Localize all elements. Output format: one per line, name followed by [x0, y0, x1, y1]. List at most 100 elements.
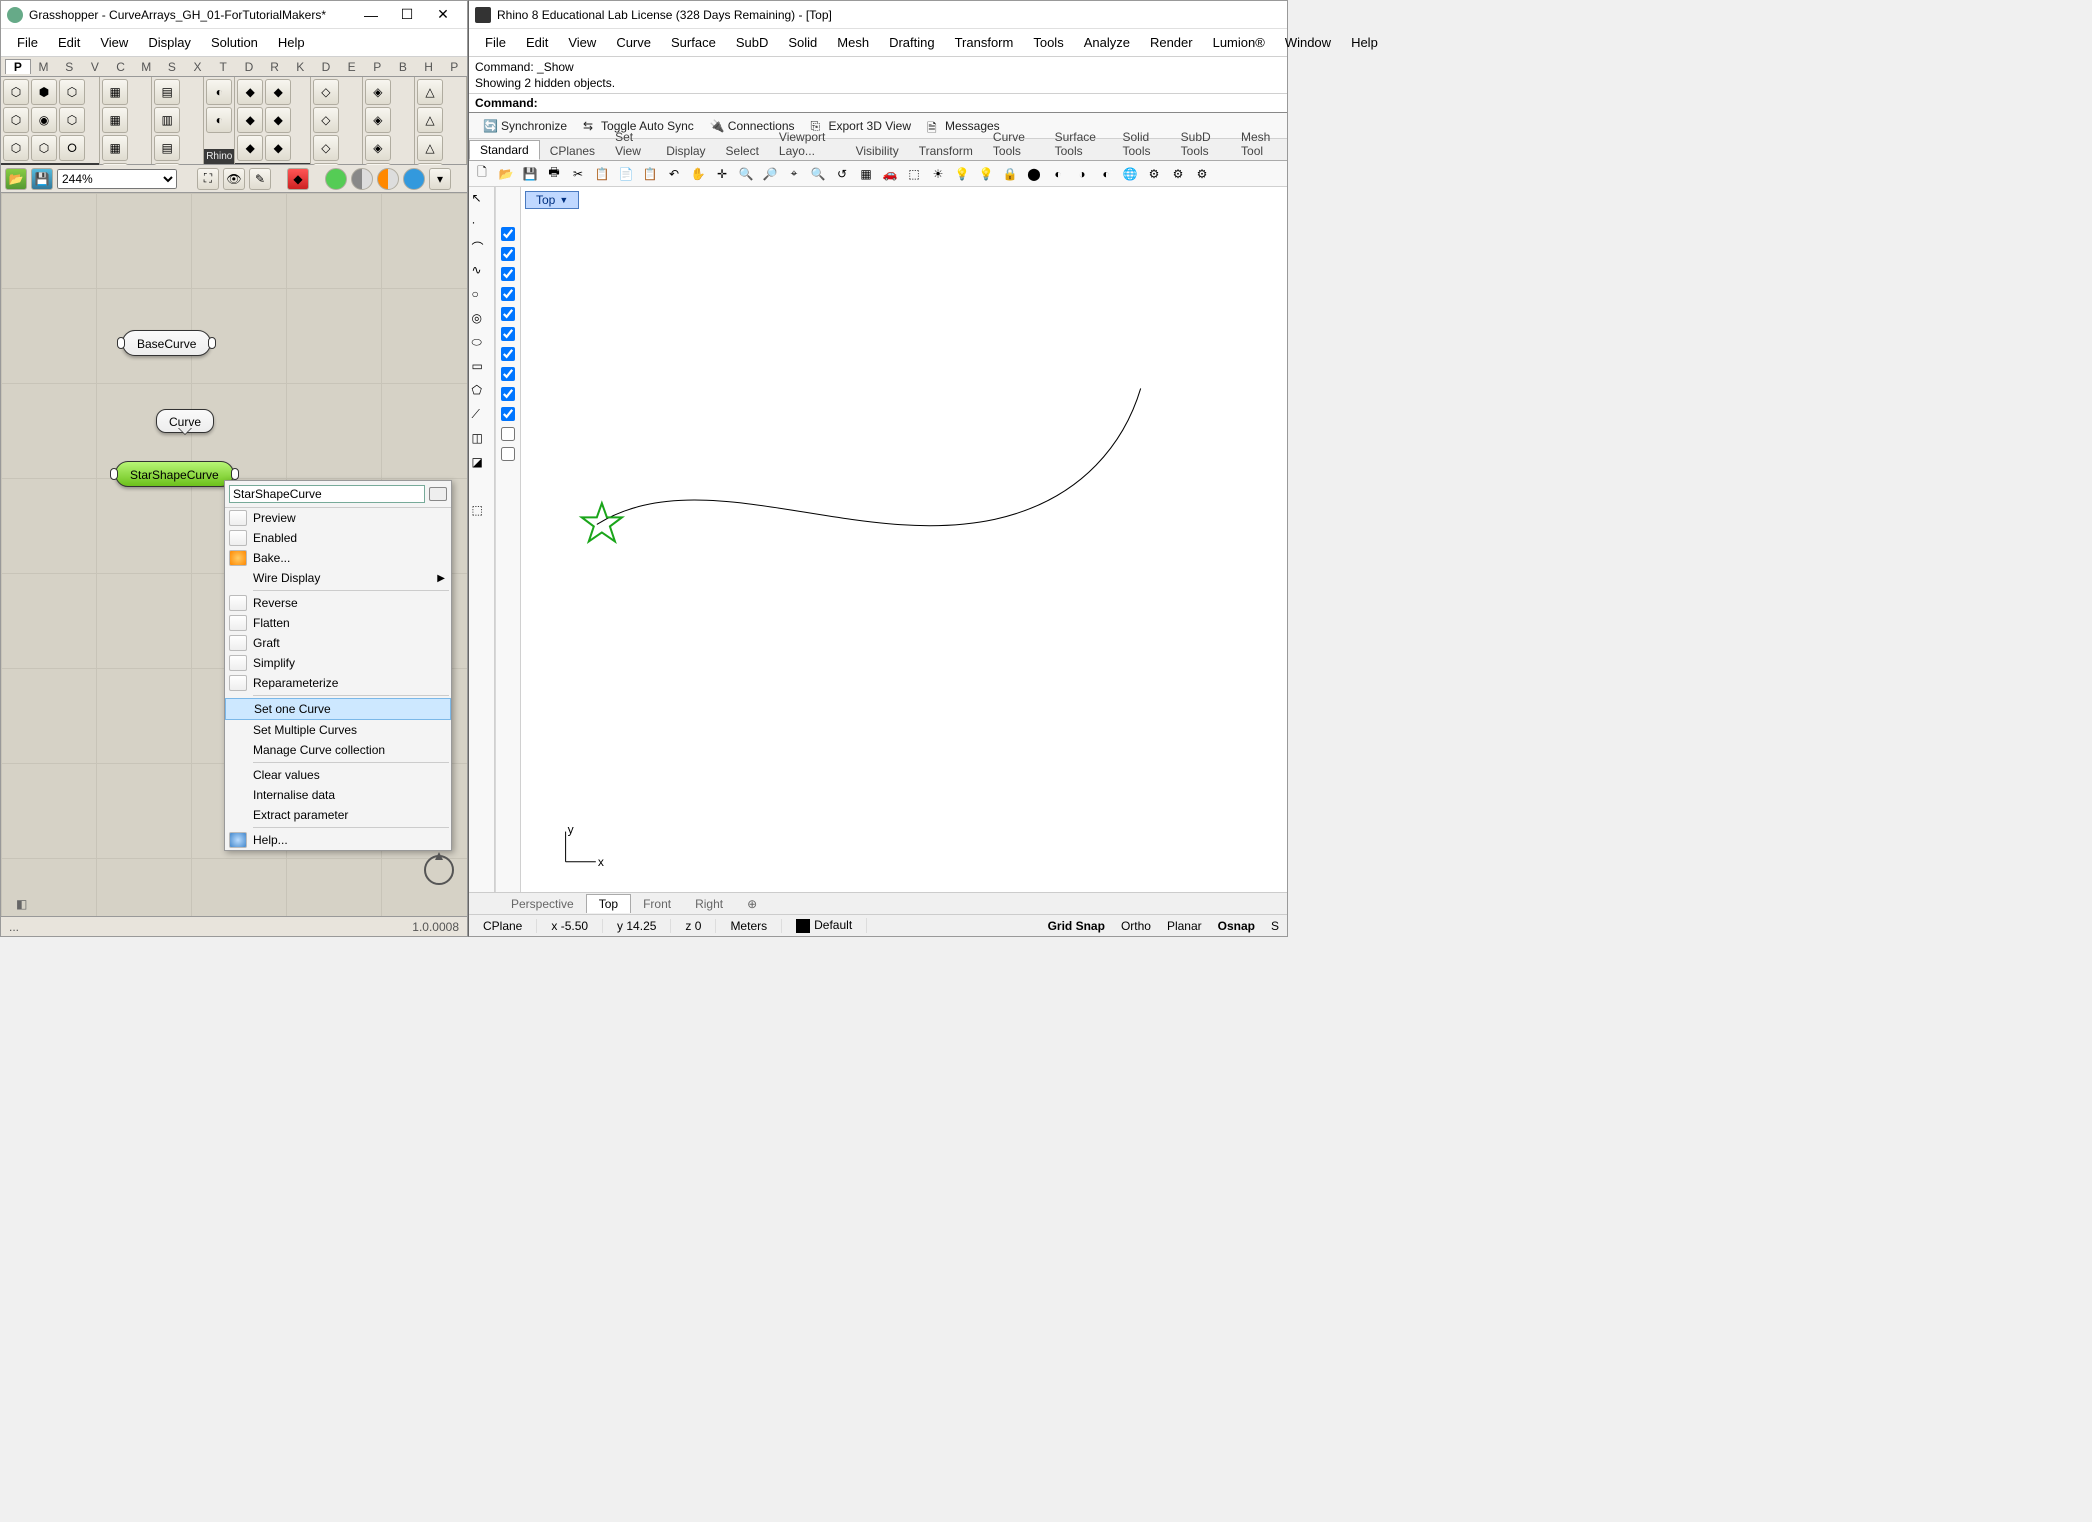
tool-tab[interactable]: Viewport Layo...	[769, 128, 846, 160]
menu-solid[interactable]: Solid	[778, 31, 827, 54]
context-name-input[interactable]	[229, 485, 425, 503]
menu-view[interactable]: View	[90, 31, 138, 54]
toolbar-tool[interactable]: 💾	[519, 163, 541, 185]
status-toggle-s[interactable]: S	[1263, 917, 1287, 935]
menu-help[interactable]: Help	[268, 31, 315, 54]
toolbar-tool[interactable]: ✋	[687, 163, 709, 185]
layer-checkbox[interactable]	[501, 407, 515, 421]
ribbon-tool[interactable]: ▦	[102, 107, 128, 133]
menu-help[interactable]: Help...	[225, 830, 451, 850]
menu-help[interactable]: Help	[1341, 31, 1388, 54]
zoom-extents-icon[interactable]: ⛶	[197, 168, 219, 190]
ribbon-tool[interactable]: ⬡	[3, 135, 29, 161]
menu-reparameterize[interactable]: Reparameterize	[225, 673, 451, 693]
gh-tab[interactable]: H	[416, 60, 442, 74]
menu-drafting[interactable]: Drafting	[879, 31, 945, 54]
ribbon-tool[interactable]: ▤	[154, 79, 180, 105]
status-units[interactable]: Meters	[716, 919, 782, 933]
layer-checkbox[interactable]	[501, 227, 515, 241]
menu-preview[interactable]: Preview	[225, 508, 451, 528]
maximize-button[interactable]: ☐	[389, 1, 425, 29]
gh-tab[interactable]: S	[56, 60, 82, 74]
layer-checkbox[interactable]	[501, 347, 515, 361]
ribbon-tool[interactable]: ⭘	[59, 135, 85, 161]
ribbon-tool[interactable]: ◈	[365, 107, 391, 133]
gh-tab[interactable]: D	[313, 60, 339, 74]
tool-tab[interactable]: Select	[716, 142, 769, 160]
toolbar-tool[interactable]: 📋	[639, 163, 661, 185]
tool-tab[interactable]: Transform	[909, 142, 983, 160]
menu-solution[interactable]: Solution	[201, 31, 268, 54]
ribbon-tool[interactable]: ⬡	[59, 79, 85, 105]
layer-checkbox[interactable]	[501, 327, 515, 341]
ribbon-tool[interactable]: △	[417, 79, 443, 105]
minimize-button[interactable]: —	[353, 1, 389, 29]
ribbon-tool[interactable]: ◇	[313, 135, 339, 161]
toolbar-tool[interactable]: ◑	[1071, 163, 1093, 185]
toolbar-tool[interactable]: ✂	[567, 163, 589, 185]
rhino-command-prompt[interactable]: Command:	[469, 94, 1287, 113]
menu-bake[interactable]: Bake...	[225, 548, 451, 568]
toolbar-tool[interactable]: 🖶	[543, 163, 565, 185]
ribbon-tool[interactable]: ⬡	[31, 135, 57, 161]
layer-checkbox[interactable]	[501, 247, 515, 261]
vtool[interactable]: ⬭	[472, 335, 492, 355]
vtool[interactable]	[472, 479, 492, 499]
toolbar-tool[interactable]: ⚙	[1191, 163, 1213, 185]
menu-set-multiple-curves[interactable]: Set Multiple Curves	[225, 720, 451, 740]
toolbar-tool[interactable]: ⚙	[1167, 163, 1189, 185]
open-file-icon[interactable]: 📂	[5, 168, 27, 190]
toolbar-tool[interactable]: ⬤	[1023, 163, 1045, 185]
menu-analyze[interactable]: Analyze	[1074, 31, 1140, 54]
sketch-icon[interactable]: ✎	[249, 168, 271, 190]
menu-mesh[interactable]: Mesh	[827, 31, 879, 54]
ribbon-tool[interactable]: ◆	[237, 107, 263, 133]
menu-surface[interactable]: Surface	[661, 31, 726, 54]
layer-checkbox[interactable]	[501, 447, 515, 461]
vtool[interactable]: ⬠	[472, 383, 492, 403]
toolbar-tool[interactable]: ◐	[1047, 163, 1069, 185]
menu-set-one-curve[interactable]: Set one Curve	[225, 698, 451, 720]
toolbar-tool[interactable]: ⚙	[1143, 163, 1165, 185]
tool-tab[interactable]: Curve Tools	[983, 128, 1045, 160]
toolbar-tool[interactable]: 🔎	[759, 163, 781, 185]
vtool[interactable]: ▭	[472, 359, 492, 379]
ribbon-tool[interactable]: ◇	[313, 79, 339, 105]
toolbar-tool[interactable]: 📂	[495, 163, 517, 185]
status-toggle-grid-snap[interactable]: Grid Snap	[1040, 917, 1113, 935]
ribbon-tool[interactable]: ⬢	[31, 79, 57, 105]
toolbar-tool[interactable]: 🔍	[807, 163, 829, 185]
ribbon-tool[interactable]: ⬡	[3, 107, 29, 133]
shade-green-icon[interactable]	[325, 168, 347, 190]
gh-tab[interactable]: P	[364, 60, 390, 74]
ribbon-tool[interactable]: ◐	[206, 107, 232, 133]
layer-checkbox[interactable]	[501, 267, 515, 281]
toolbar-tool[interactable]: ⌖	[783, 163, 805, 185]
gh-tab[interactable]: B	[390, 60, 416, 74]
toolbar-tool[interactable]: 🗋	[471, 163, 493, 185]
gh-tab[interactable]: P	[441, 60, 467, 74]
ribbon-tool[interactable]: ◆	[265, 107, 291, 133]
menu-display[interactable]: Display	[138, 31, 201, 54]
ribbon-tool[interactable]: ◆	[237, 79, 263, 105]
toolbar-tool[interactable]: ✛	[711, 163, 733, 185]
vtool[interactable]: ↖	[472, 191, 492, 211]
toolbar-tool[interactable]: 🔒	[999, 163, 1021, 185]
ribbon-tool[interactable]: ◉	[31, 107, 57, 133]
preview-off-icon[interactable]: ◆	[287, 168, 309, 190]
menu-view[interactable]: View	[558, 31, 606, 54]
gh-canvas[interactable]: BaseCurve Curve StarShapeCurve Preview E…	[1, 193, 467, 916]
menu-graft[interactable]: Graft	[225, 633, 451, 653]
menu-tools[interactable]: Tools	[1023, 31, 1073, 54]
viewport-tab-top[interactable]: Top	[586, 894, 631, 913]
status-toggle-planar[interactable]: Planar	[1159, 917, 1210, 935]
grip-right[interactable]	[208, 337, 216, 349]
status-cplane[interactable]: CPlane	[469, 919, 537, 933]
menu-file[interactable]: File	[7, 31, 48, 54]
ribbon-tool[interactable]: ◆	[265, 135, 291, 161]
synchronize-button[interactable]: 🔄Synchronize	[475, 117, 575, 135]
tool-tab[interactable]: Display	[656, 142, 715, 160]
gh-tab[interactable]: D	[236, 60, 262, 74]
shade-orange-icon[interactable]	[377, 168, 399, 190]
gh-tab[interactable]: E	[339, 60, 365, 74]
